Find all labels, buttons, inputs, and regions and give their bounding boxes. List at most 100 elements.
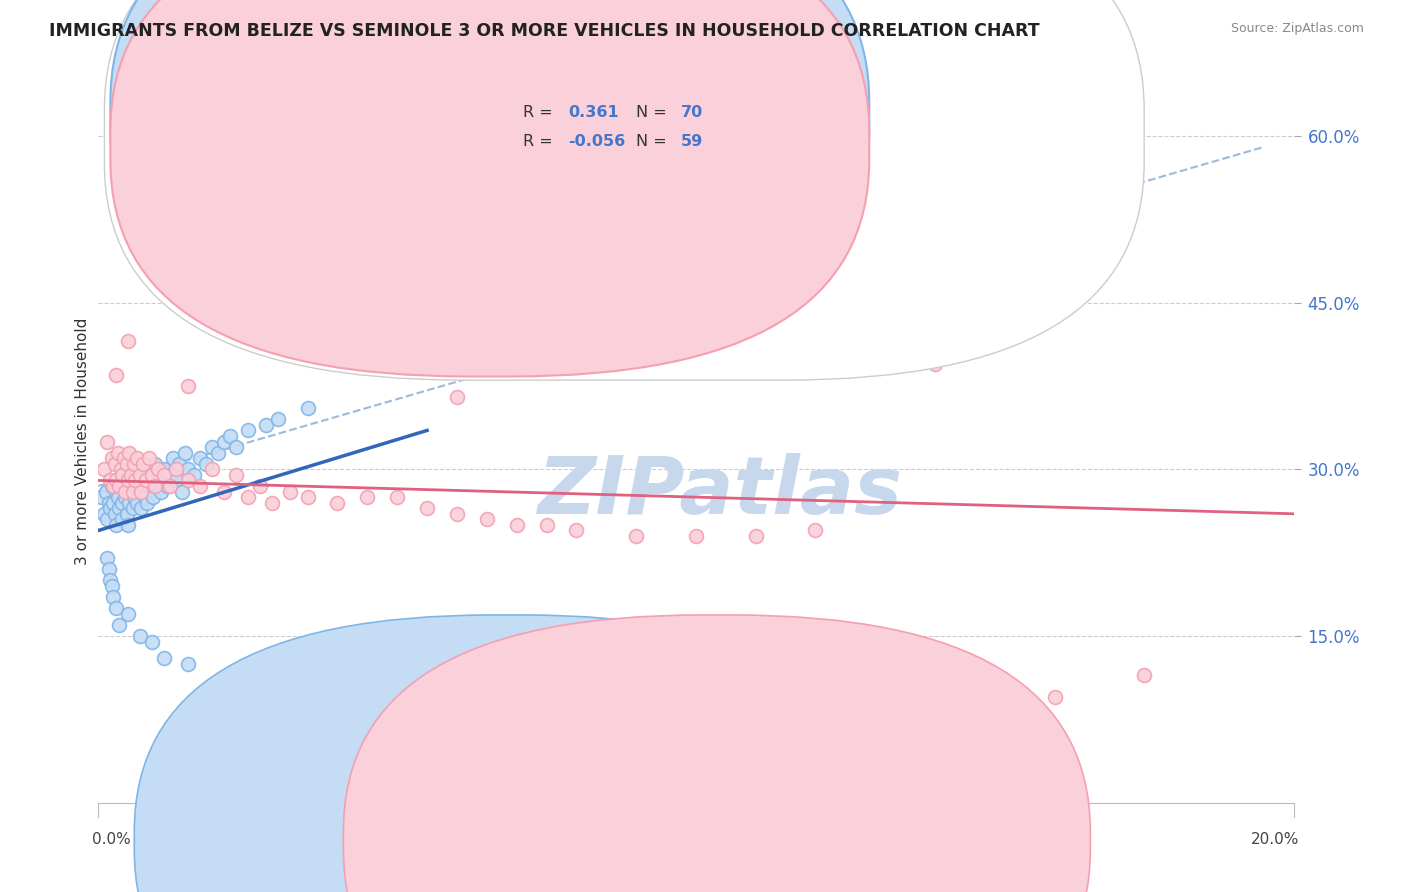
Point [112, 474, 135, 488]
Point [135, 474, 157, 488]
Point [117, 474, 139, 488]
Point [177, 379, 200, 393]
Point [96, 512, 118, 526]
Point [924, 357, 946, 371]
Point [159, 467, 181, 482]
FancyBboxPatch shape [343, 615, 1091, 892]
Point [177, 657, 200, 671]
Point [111, 467, 134, 482]
Point [124, 474, 146, 488]
Point [105, 368, 128, 382]
Point [103, 496, 125, 510]
Point [174, 445, 197, 459]
Point [150, 484, 173, 499]
Point [475, 512, 498, 526]
Point [132, 457, 155, 471]
Point [385, 490, 409, 504]
Point [148, 462, 170, 476]
Point [267, 412, 290, 426]
Point [236, 684, 259, 698]
Point [249, 479, 271, 493]
Point [141, 634, 163, 648]
Text: N =: N = [636, 105, 672, 120]
Point [124, 457, 146, 471]
Point [117, 334, 139, 349]
Point [143, 457, 166, 471]
Point [96, 551, 118, 566]
Point [745, 529, 768, 543]
Point [138, 479, 160, 493]
Point [104, 457, 127, 471]
Point [93, 507, 115, 521]
Text: IMMIGRANTS FROM BELIZE VS SEMINOLE 3 OR MORE VEHICLES IN HOUSEHOLD CORRELATION C: IMMIGRANTS FROM BELIZE VS SEMINOLE 3 OR … [49, 22, 1040, 40]
Text: Source: ZipAtlas.com: Source: ZipAtlas.com [1230, 22, 1364, 36]
Point [108, 479, 131, 493]
Point [115, 457, 138, 471]
Point [96, 434, 118, 449]
Text: R =: R = [523, 105, 558, 120]
Point [207, 445, 229, 459]
Point [132, 462, 155, 476]
Point [138, 451, 160, 466]
Point [105, 474, 128, 488]
Point [131, 501, 153, 516]
Point [114, 484, 136, 499]
Point [183, 467, 205, 482]
Point [156, 479, 179, 493]
Point [143, 479, 166, 493]
Point [236, 424, 259, 438]
Point [297, 490, 319, 504]
FancyBboxPatch shape [135, 615, 882, 892]
Point [108, 618, 131, 632]
Point [122, 484, 145, 499]
Point [219, 429, 242, 443]
Point [177, 474, 200, 488]
Point [446, 390, 468, 404]
Point [98, 474, 122, 488]
Point [118, 445, 141, 459]
Point [108, 501, 131, 516]
Text: 70: 70 [681, 105, 703, 120]
Point [356, 490, 378, 504]
Point [129, 629, 152, 643]
Point [655, 629, 678, 643]
Point [107, 445, 129, 459]
Point [127, 451, 149, 466]
Point [201, 462, 224, 476]
Point [685, 529, 707, 543]
Point [188, 451, 211, 466]
Point [100, 479, 122, 493]
Point [100, 579, 122, 593]
Point [297, 351, 319, 366]
Text: Seminole: Seminole [738, 834, 808, 848]
Point [297, 401, 319, 416]
Point [159, 479, 181, 493]
Point [120, 467, 142, 482]
Point [131, 484, 153, 499]
Point [254, 417, 277, 432]
Point [201, 440, 224, 454]
Point [536, 517, 558, 532]
Point [326, 690, 349, 705]
Text: 0.0%: 0.0% [93, 831, 131, 847]
Point [565, 524, 588, 538]
Text: -0.056: -0.056 [568, 134, 626, 149]
Point [111, 512, 134, 526]
FancyBboxPatch shape [111, 0, 869, 376]
Point [105, 601, 128, 615]
Point [134, 490, 156, 504]
Point [804, 524, 827, 538]
Point [98, 574, 122, 588]
Point [278, 484, 301, 499]
FancyBboxPatch shape [104, 0, 1144, 380]
Point [172, 484, 194, 499]
Text: 59: 59 [681, 134, 703, 149]
Point [188, 479, 211, 493]
Point [1133, 668, 1156, 682]
Text: 0.361: 0.361 [568, 105, 619, 120]
Point [416, 501, 439, 516]
Point [225, 440, 247, 454]
Point [105, 484, 128, 499]
Point [122, 501, 145, 516]
Point [124, 474, 146, 488]
